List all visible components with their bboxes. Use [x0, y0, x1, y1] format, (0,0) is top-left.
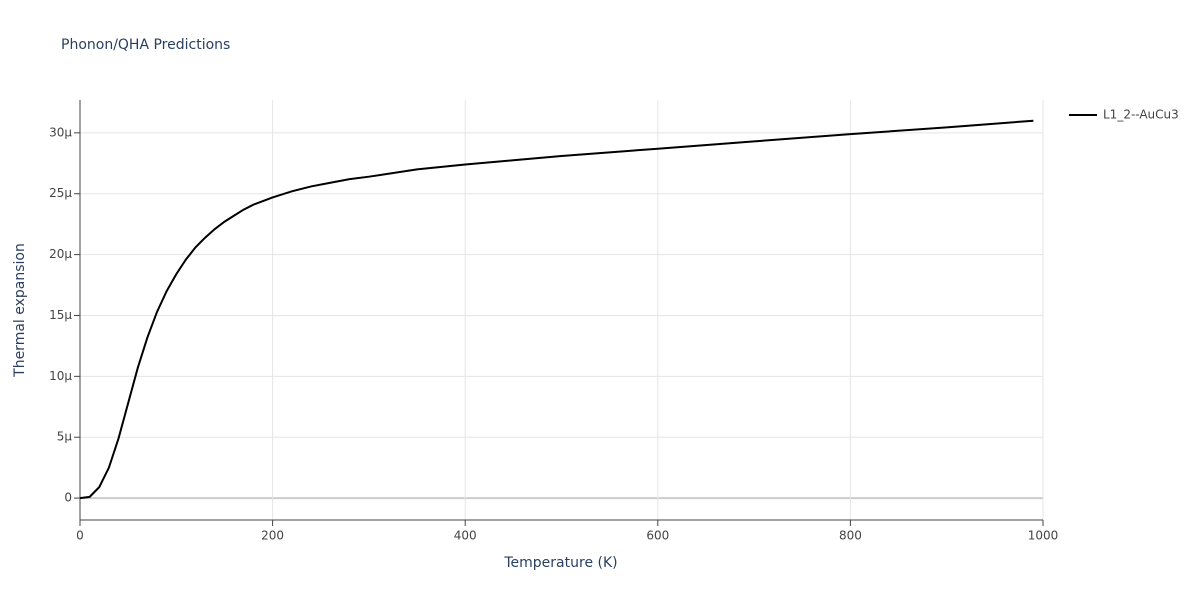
y-tick-label: 25μ: [49, 186, 72, 200]
y-axis-title: Thermal expansion: [12, 243, 28, 378]
y-tick-label: 30μ: [49, 125, 72, 139]
x-tick-label: 200: [261, 529, 284, 543]
chart-title: Phonon/QHA Predictions: [61, 37, 230, 53]
x-axis-title: Temperature (K): [503, 555, 617, 571]
y-tick-label: 10μ: [49, 369, 72, 383]
x-tick-label: 600: [646, 529, 669, 543]
legend-label: L1_2--AuCu3: [1103, 108, 1179, 122]
x-tick-label: 400: [454, 529, 477, 543]
x-tick-label: 1000: [1028, 529, 1059, 543]
y-tick-label: 20μ: [49, 247, 72, 261]
y-tick-label: 0: [64, 491, 72, 505]
y-tick-label: 15μ: [49, 308, 72, 322]
x-tick-label: 800: [839, 529, 862, 543]
line: [79, 119, 1034, 500]
x-tick-label: 0: [76, 529, 84, 543]
y-tick-label: 5μ: [57, 430, 73, 444]
